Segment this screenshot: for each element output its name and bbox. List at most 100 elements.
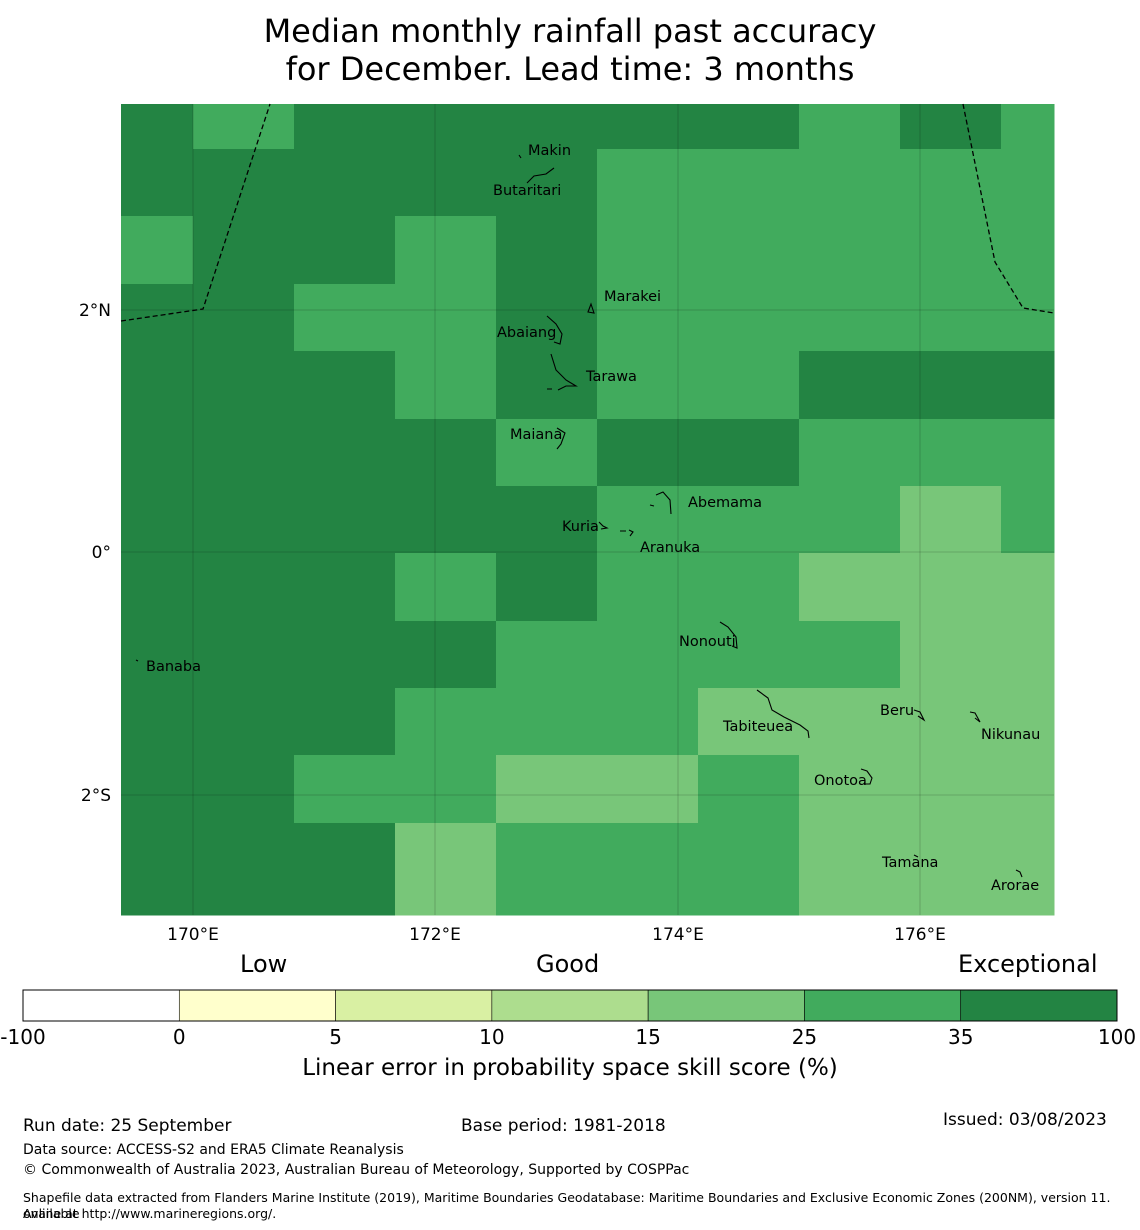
island-maiana-shape [556, 427, 566, 450]
grid-cell-r9-c7 [799, 688, 901, 756]
grid-cell-r9-c5 [597, 688, 699, 756]
grid-cell-r7-c1 [193, 553, 295, 622]
label-tamana: Tamana [881, 855, 938, 871]
grid-cell-r5-c7 [799, 419, 901, 487]
grid-cell-r3-c8 [900, 284, 1002, 352]
grid-cell-r0-c6 [698, 104, 800, 150]
grid-cell-r7-c4 [496, 553, 598, 622]
grid-cell-r2-c3 [395, 216, 497, 285]
lon-label-170e: 170°E [167, 925, 219, 945]
grid-cell-r7-c8 [900, 553, 1002, 622]
run-date: Run date: 25 September [23, 1116, 232, 1136]
island-tarawa-shape [547, 353, 578, 391]
grid-cell-r7-c7 [799, 553, 901, 622]
label-kuria: Kuria [562, 519, 599, 535]
grid-cell-r2-c2 [294, 216, 396, 285]
grid-cell-r11-c0 [121, 823, 194, 916]
grid-cell-r8-c3 [395, 621, 497, 689]
label-arorae: Arorae [991, 878, 1039, 894]
grid-cell-r7-c5 [597, 553, 699, 622]
grid-cell-r6-c2 [294, 486, 396, 554]
lon-label-172e: 172°E [409, 925, 461, 945]
grid-cell-r10-c0 [121, 755, 194, 824]
copyright: © Commonwealth of Australia 2023, Austra… [23, 1162, 690, 1178]
lat-label-2n: 2°N [79, 301, 111, 321]
data-source: Data source: ACCESS-S2 and ERA5 Climate … [23, 1142, 404, 1158]
island-beru-shape [913, 709, 926, 722]
colorbar-title: Linear error in probability space skill … [302, 1055, 838, 1081]
grid-cell-r1-c1 [193, 149, 295, 217]
chart-title-line-2: for December. Lead time: 3 months [285, 50, 855, 88]
grid-cell-r4-c0 [121, 351, 194, 420]
grid-cell-r1-c9 [1001, 149, 1055, 217]
label-banaba: Banaba [146, 659, 201, 675]
island-butaritari-shape [526, 167, 555, 184]
grid-cell-r1-c7 [799, 149, 901, 217]
grid-cell-r3-c2 [294, 284, 396, 352]
grid-cell-r2-c4 [496, 216, 598, 285]
grid-cell-r10-c4 [496, 755, 598, 824]
grid-cell-r10-c5 [597, 755, 699, 824]
grid-cell-r1-c0 [121, 149, 194, 217]
colorbar-tick-5: 25 [791, 1025, 818, 1049]
issued-date: Issued: 03/08/2023 [943, 1110, 1107, 1130]
grid-cell-r8-c8 [900, 621, 1002, 689]
grid-cell-r0-c4 [496, 104, 598, 150]
grid-cell-r8-c4 [496, 621, 598, 689]
island-nikunau-shape [969, 711, 981, 723]
grid-cell-r3-c0 [121, 284, 194, 352]
grid-cell-r2-c9 [1001, 216, 1055, 285]
colorbar-bin-0 [22, 989, 180, 1022]
label-nikunau: Nikunau [981, 727, 1040, 743]
colorbar [22, 989, 1118, 1022]
grid-cell-r1-c6 [698, 149, 800, 217]
grid-cell-r7-c2 [294, 553, 396, 622]
grid-cell-r10-c6 [698, 755, 800, 824]
colorbar-label-good: Good [536, 950, 600, 978]
colorbar-tick-4: 15 [635, 1025, 661, 1049]
grid-cell-r0-c0 [121, 104, 194, 150]
grid-cell-r11-c7 [799, 823, 901, 916]
grid-cell-r6-c7 [799, 486, 901, 554]
base-period: Base period: 1981-2018 [461, 1116, 666, 1136]
grid-cell-r6-c3 [395, 486, 497, 554]
grid-cell-r0-c3 [395, 104, 497, 150]
colorbar-bin-1 [178, 989, 336, 1022]
label-tabiteuea: Tabiteuea [722, 719, 793, 735]
grid-cell-r11-c8 [900, 823, 1002, 916]
label-nonouti: Nonouti [679, 634, 736, 650]
grid-cell-r6-c1 [193, 486, 295, 554]
grid-cell-r6-c9 [1001, 486, 1055, 554]
grid-cell-r4-c4 [496, 351, 598, 420]
grid-cell-r6-c5 [597, 486, 699, 554]
grid-cell-r11-c5 [597, 823, 699, 916]
grid-cell-r2-c0 [121, 216, 194, 285]
grid-cell-r3-c3 [395, 284, 497, 352]
island-tamana-shape [913, 854, 919, 858]
grid-cell-r3-c5 [597, 284, 699, 352]
grid-cell-r10-c1 [193, 755, 295, 824]
grid-cell-r4-c3 [395, 351, 497, 420]
eez-boundary-east [962, 103, 1055, 314]
label-abaiang: Abaiang [497, 325, 556, 341]
grid-cell-r2-c5 [597, 216, 699, 285]
grid-cell-r7-c6 [698, 553, 800, 622]
grid-cell-r11-c1 [193, 823, 295, 916]
grid-cell-r11-c3 [395, 823, 497, 916]
grid-cell-r11-c4 [496, 823, 598, 916]
grid-cell-r6-c6 [698, 486, 800, 554]
colorbar-tick-7: 100 [1097, 1025, 1137, 1049]
island-abemama-shape [649, 491, 672, 515]
graticule [121, 104, 1054, 915]
grid-cell-r9-c8 [900, 688, 1002, 756]
grid-cell-r8-c2 [294, 621, 396, 689]
grid-cell-r4-c8 [900, 351, 1002, 420]
grid-cell-r8-c0 [121, 621, 194, 689]
grid-cell-r4-c9 [1001, 351, 1055, 420]
label-butaritari: Butaritari [493, 183, 561, 199]
grid-cell-r9-c1 [193, 688, 295, 756]
lon-label-176e: 176°E [894, 925, 946, 945]
grid-cell-r4-c7 [799, 351, 901, 420]
grid-cell-r4-c2 [294, 351, 396, 420]
grid-cell-r11-c9 [1001, 823, 1055, 916]
